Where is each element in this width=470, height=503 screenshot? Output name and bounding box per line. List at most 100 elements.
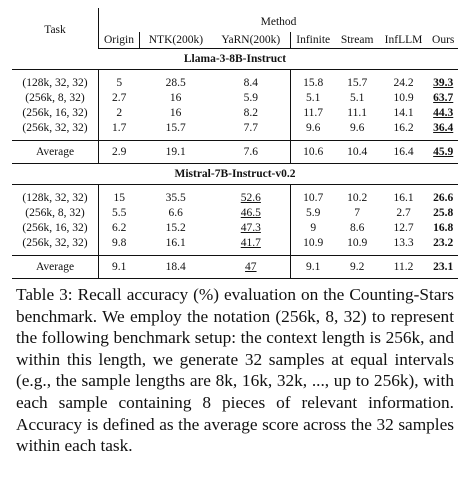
value-cell: 16.4 (378, 140, 429, 164)
value-cell: 13.3 (378, 235, 429, 256)
table-row: (256k, 32, 32) 9.8 16.1 41.7 10.9 10.9 1… (12, 235, 458, 256)
col-infinite: Infinite (290, 32, 336, 49)
value-cell: 35.5 (165, 191, 186, 204)
best-value-cell: 23.2 (428, 235, 458, 256)
value-cell: 19.1 (139, 140, 212, 164)
value-cell: 14.1 (393, 106, 414, 119)
value-cell: 9.1 (290, 255, 336, 279)
value-cell: 7.7 (211, 120, 291, 141)
value-cell: 18.4 (139, 255, 212, 279)
value-cell: 11.7 (303, 106, 324, 119)
task-cell: (256k, 8, 32) (12, 90, 99, 105)
table-row: (256k, 16, 32) 6.2 15.2 47.3 9 8.6 12.7 … (12, 220, 458, 235)
best-value-cell: 23.1 (428, 255, 458, 279)
value-cell: 10.6 (290, 140, 336, 164)
value-cell: 16.2 (378, 120, 429, 141)
task-cell: Average (12, 255, 99, 279)
value-cell: 2.7 (396, 206, 411, 219)
section-title-mistral: Mistral-7B-Instruct-v0.2 (12, 163, 458, 185)
value-cell: 15.2 (165, 221, 186, 234)
task-cell: (256k, 16, 32) (12, 220, 99, 235)
col-ours: Ours (428, 32, 458, 49)
col-yarn: YaRN(200k) (211, 32, 291, 49)
best-value-cell: 36.4 (428, 120, 458, 141)
value-cell: 16.1 (139, 235, 212, 256)
task-cell: (128k, 32, 32) (12, 69, 99, 90)
col-ntk: NTK(200k) (139, 32, 212, 49)
value-cell: 9 (310, 221, 317, 234)
average-row: Average 2.9 19.1 7.6 10.6 10.4 16.4 45.9 (12, 140, 458, 164)
task-cell: (256k, 16, 32) (12, 105, 99, 120)
value-cell: 10.9 (290, 235, 336, 256)
value-cell: 10.4 (335, 140, 379, 164)
value-cell: 5 (116, 76, 123, 89)
second-best-value-cell: 52.6 (211, 184, 291, 205)
second-best-value-cell: 46.5 (211, 205, 291, 220)
value-cell: 28.5 (165, 76, 186, 89)
value-cell: 15.8 (303, 76, 324, 89)
value-cell: 9.1 (98, 255, 140, 279)
value-cell: 11.2 (378, 255, 429, 279)
table-row: (256k, 8, 32) 5.5 6.6 46.5 5.9 7 2.7 25.… (12, 205, 458, 220)
best-value-cell: 16.8 (433, 221, 454, 234)
value-cell: 15.7 (139, 120, 212, 141)
method-header: Method (260, 16, 297, 28)
task-cell: (256k, 32, 32) (12, 235, 99, 256)
col-origin: Origin (98, 32, 140, 49)
task-cell: (256k, 32, 32) (12, 120, 99, 141)
task-cell: (128k, 32, 32) (12, 184, 99, 205)
second-best-value-cell: 47.3 (211, 220, 291, 235)
value-cell: 10.9 (335, 235, 379, 256)
value-cell: 15.7 (347, 76, 368, 89)
value-cell: 5.1 (349, 91, 365, 104)
col-stream: Stream (335, 32, 379, 49)
value-cell: 16 (169, 106, 182, 119)
value-cell: 5.9 (211, 90, 291, 105)
col-infllm: InfLLM (378, 32, 429, 49)
value-cell: 9.2 (335, 255, 379, 279)
task-cell: (256k, 8, 32) (12, 205, 99, 220)
value-cell: 7.6 (211, 140, 291, 164)
best-value-cell: 44.3 (433, 106, 454, 119)
second-best-value-cell: 47 (211, 255, 291, 279)
value-cell: 8.4 (211, 69, 291, 90)
table-row: (256k, 8, 32) 2.7 16 5.9 5.1 5.1 10.9 63… (12, 90, 458, 105)
value-cell: 16.1 (393, 191, 414, 204)
table-row: (256k, 32, 32) 1.7 15.7 7.7 9.6 9.6 16.2… (12, 120, 458, 141)
results-table-container: Task Method Origin NTK(200k) YaRN(200k) … (12, 8, 458, 279)
value-cell: 5.1 (306, 91, 321, 104)
value-cell: 16 (169, 91, 182, 104)
value-cell: 6.2 (112, 221, 127, 234)
value-cell: 1.7 (98, 120, 140, 141)
task-header: Task (12, 8, 99, 49)
table-row: (256k, 16, 32) 2 16 8.2 11.7 11.1 14.1 4… (12, 105, 458, 120)
value-cell: 10.7 (303, 191, 324, 204)
table-row: (128k, 32, 32) 5 28.5 8.4 15.8 15.7 24.2… (12, 69, 458, 90)
value-cell: 15 (113, 191, 125, 204)
value-cell: 5.5 (112, 206, 127, 219)
results-table: Task Method Origin NTK(200k) YaRN(200k) … (12, 8, 458, 279)
value-cell: 2.9 (98, 140, 140, 164)
best-value-cell: 26.6 (433, 191, 454, 204)
value-cell: 12.7 (393, 221, 414, 234)
value-cell: 8.2 (211, 105, 291, 120)
value-cell: 10.2 (347, 191, 368, 204)
value-cell: 6.6 (168, 206, 183, 219)
best-value-cell: 25.8 (433, 206, 454, 219)
value-cell: 9.8 (98, 235, 140, 256)
value-cell: 2.7 (112, 91, 127, 104)
table-caption: Table 3: Recall accuracy (%) evaluation … (16, 285, 454, 456)
value-cell: 2 (116, 106, 123, 119)
value-cell: 7 (354, 206, 360, 219)
best-value-cell: 39.3 (433, 76, 454, 89)
value-cell: 11.1 (347, 106, 367, 119)
best-value-cell: 63.7 (433, 91, 454, 104)
value-cell: 24.2 (393, 76, 414, 89)
average-row: Average 9.1 18.4 47 9.1 9.2 11.2 23.1 (12, 255, 458, 279)
second-best-value-cell: 41.7 (211, 235, 291, 256)
task-cell: Average (12, 140, 99, 164)
value-cell: 9.6 (335, 120, 379, 141)
value-cell: 10.9 (393, 91, 414, 104)
best-value-cell: 45.9 (428, 140, 458, 164)
table-row: (128k, 32, 32) 15 35.5 52.6 10.7 10.2 16… (12, 184, 458, 205)
